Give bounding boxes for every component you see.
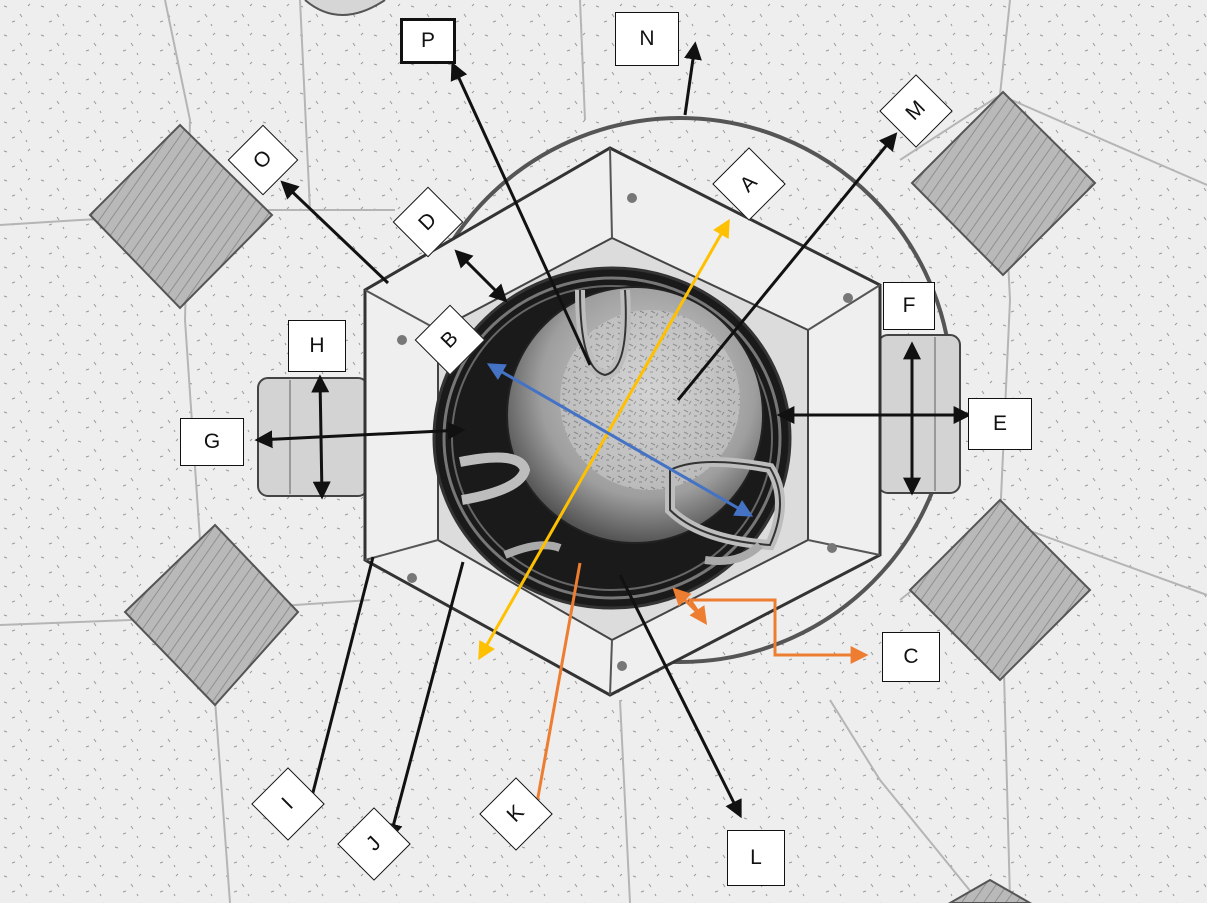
arrow-b-diameter — [486, 363, 754, 517]
label-e: E — [968, 398, 1032, 450]
dark-diamond-tile — [910, 90, 1097, 277]
label-p: P — [400, 18, 456, 64]
top-edge-fixture — [304, 0, 386, 16]
label-c: C — [882, 632, 940, 682]
label-f: F — [883, 282, 935, 330]
label-n: N — [615, 12, 679, 66]
arrow-n — [683, 41, 702, 116]
dark-diamond-tile — [123, 523, 300, 707]
arrow-g — [254, 421, 466, 449]
frame-screws — [397, 193, 853, 671]
label-h: H — [288, 320, 346, 372]
label-g: G — [180, 418, 244, 466]
label-l: L — [727, 830, 785, 886]
arrow-j — [384, 561, 465, 842]
arrow-i — [302, 556, 375, 816]
dark-diamond-tile — [88, 123, 274, 310]
arrow-h — [311, 374, 331, 500]
dark-diamond-tile — [908, 498, 1092, 682]
arrow-o — [280, 180, 390, 285]
black-arrows — [254, 41, 972, 842]
dark-diamond-tile — [947, 878, 1033, 903]
